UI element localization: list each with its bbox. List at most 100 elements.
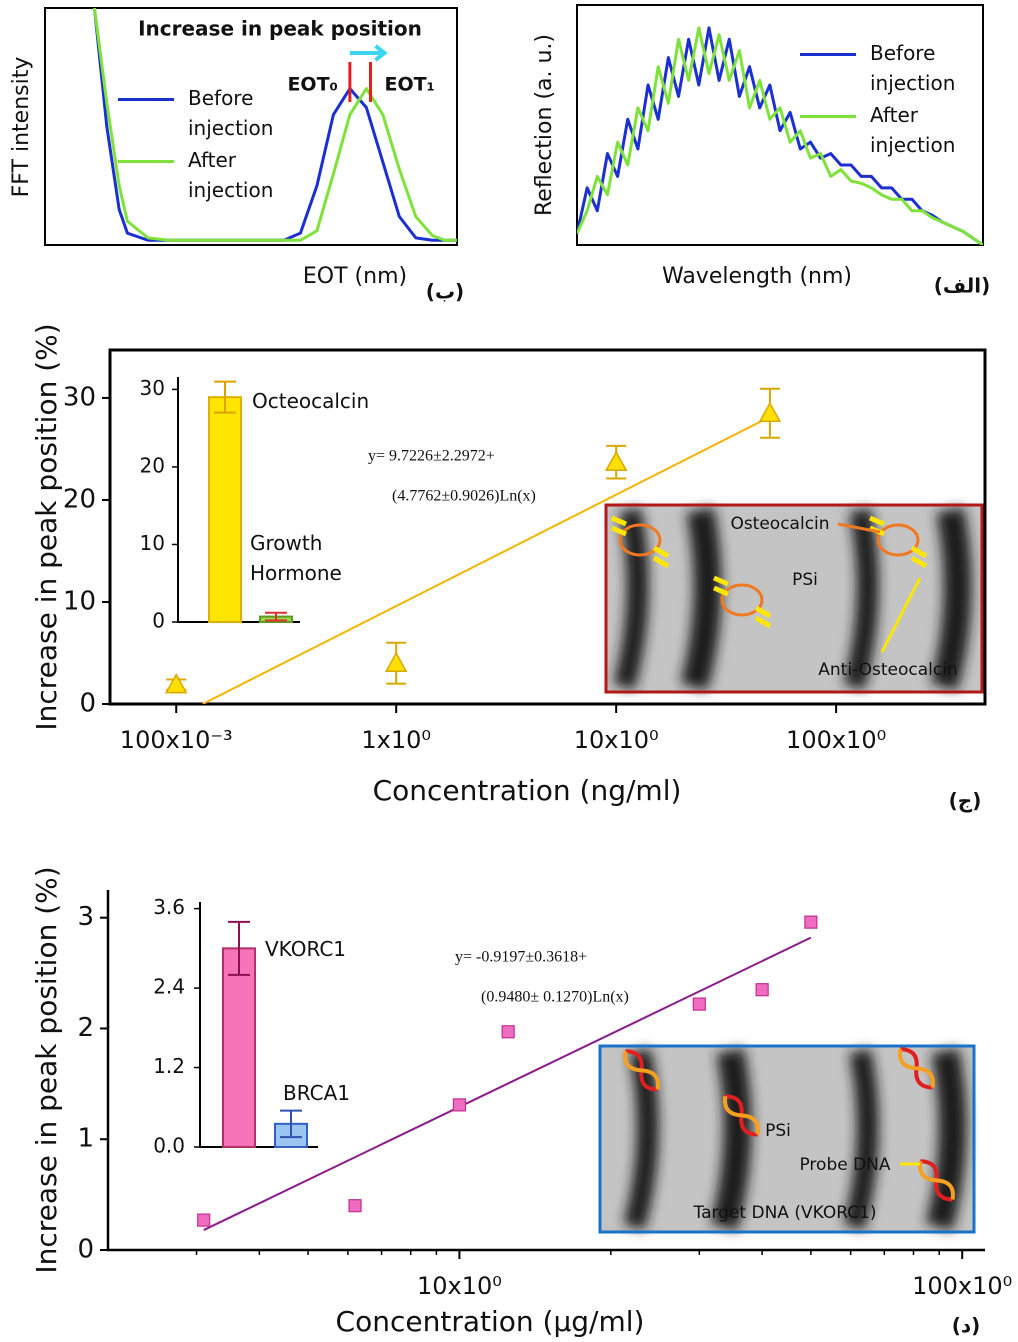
antibody [611, 515, 670, 569]
illustration-bg [606, 505, 982, 692]
x-axis-title: EOT (nm) [303, 264, 407, 289]
inset-y-tick-label: 0.0 [153, 1134, 185, 1158]
legend-label: Before injection [870, 41, 956, 95]
pore [930, 507, 972, 691]
inset-error-bar [228, 920, 250, 976]
pore [710, 1048, 752, 1231]
marker [804, 915, 818, 929]
peak-marker-label: EOT₀ [287, 74, 337, 96]
x-tick-label: 100x10⁰ [912, 1272, 1012, 1300]
fit-equation: (4.7762±0.9026)Ln(x) [392, 488, 536, 505]
panel-label: (الف) [934, 274, 990, 298]
marker [604, 450, 628, 471]
x-tick-label: 1x10⁰ [361, 726, 431, 754]
fit-equation: (0.9480± 0.1270)Ln(x) [481, 989, 629, 1006]
plot-frame [576, 4, 984, 246]
illustration-frame [604, 503, 984, 694]
dna-strand [898, 1048, 935, 1088]
series-line [92, 8, 457, 242]
pore [925, 1048, 967, 1231]
inset-category-label: Growth Hormone [250, 531, 342, 585]
fit-line [202, 417, 768, 704]
y-axis-title: FFT intensity [9, 57, 34, 198]
marker [755, 983, 769, 997]
marker [452, 1098, 467, 1112]
inset-y-tick-label: 2.4 [153, 975, 185, 999]
y-tick-label: 30 [63, 382, 96, 412]
y-tick-label: 3 [77, 902, 94, 932]
marker [164, 673, 188, 694]
pointer [880, 577, 922, 653]
pore [680, 507, 722, 691]
marker [348, 1199, 362, 1213]
marker [692, 997, 706, 1011]
y-axis-title: Increase in peak position (%) [30, 323, 63, 730]
marker [501, 1025, 515, 1039]
inset-y-tick-label: 0 [152, 609, 165, 633]
legend-swatch [118, 98, 174, 101]
protein [618, 523, 662, 557]
illustration-label: Target DNA (VKORC1) [693, 1203, 877, 1223]
plot-frame [108, 348, 987, 706]
x-tick-label: 100x10⁰ [786, 726, 886, 754]
legend-swatch [118, 160, 174, 163]
legend-label: After injection [870, 103, 956, 157]
marker [758, 401, 782, 423]
inset-y-tick-label: 20 [140, 453, 165, 477]
fit-line [203, 936, 812, 1231]
x-tick-label: 100x10⁻³ [120, 726, 233, 754]
panel-label: (د) [952, 1314, 981, 1338]
panel-label: (ج) [949, 789, 982, 813]
inset-y-tick-label: 30 [140, 376, 165, 400]
inset-y-tick-label: 10 [140, 531, 165, 555]
panel-label: (ب) [426, 280, 464, 304]
illustration-label: Osteocalcin [730, 514, 829, 534]
dna-strand [623, 1050, 660, 1090]
legend-swatch [800, 53, 856, 56]
fit-equation: y= 9.7226±2.2972+ [368, 448, 495, 465]
marker [197, 1213, 211, 1227]
pores [613, 507, 972, 691]
chart-title: Increase in peak position [138, 17, 422, 41]
x-tick-label: 10x10⁰ [417, 1272, 502, 1300]
x-tick-label: 10x10⁰ [574, 726, 659, 754]
illustration-label: PSi [792, 570, 818, 590]
illustration-frame [598, 1044, 976, 1234]
protein [876, 523, 920, 557]
illustration-label: Anti-Osteocalcin [818, 660, 958, 680]
dna-strand [723, 1095, 760, 1135]
pore [613, 507, 649, 690]
x-axis-title: Concentration (μg/ml) [336, 1305, 645, 1338]
inset-category-label: Octeocalcin [252, 389, 370, 413]
fit-equation: y= -0.9197±0.3618+ [455, 949, 587, 966]
shift-arrow [349, 44, 388, 62]
y-tick-label: 0 [77, 1235, 94, 1265]
y-tick-label: 1 [77, 1124, 94, 1154]
legend-label: After injection [188, 148, 274, 202]
axes [106, 890, 985, 1252]
y-tick-label: 2 [77, 1013, 94, 1043]
legend-swatch [800, 115, 856, 118]
inset-category-label: VKORC1 [265, 937, 347, 961]
illustration-bg [600, 1046, 974, 1232]
illustration: PSi Probe DNA Target DNA (VKORC1) [598, 1044, 976, 1234]
inset-y-tick-label: 1.2 [153, 1054, 185, 1078]
peak-marker-label: EOT₁ [384, 74, 434, 96]
y-tick-label: 10 [63, 586, 96, 616]
pointer [837, 522, 881, 534]
series-line [577, 26, 983, 245]
legend-label: Before injection [188, 86, 274, 140]
x-axis-title: Wavelength (nm) [662, 264, 852, 289]
series-line [92, 8, 457, 242]
x-axis-title: Concentration (ng/ml) [373, 774, 682, 807]
pore [843, 1048, 879, 1230]
y-tick-label: 0 [79, 689, 96, 719]
inset-category-label: BRCA1 [283, 1081, 350, 1105]
inset-y-tick-label: 3.6 [153, 895, 185, 919]
illustration-label: PSi [765, 1121, 791, 1141]
illustration-label: Probe DNA [799, 1155, 890, 1175]
inset-error-bar [265, 611, 287, 622]
inset-bar [222, 947, 256, 1149]
